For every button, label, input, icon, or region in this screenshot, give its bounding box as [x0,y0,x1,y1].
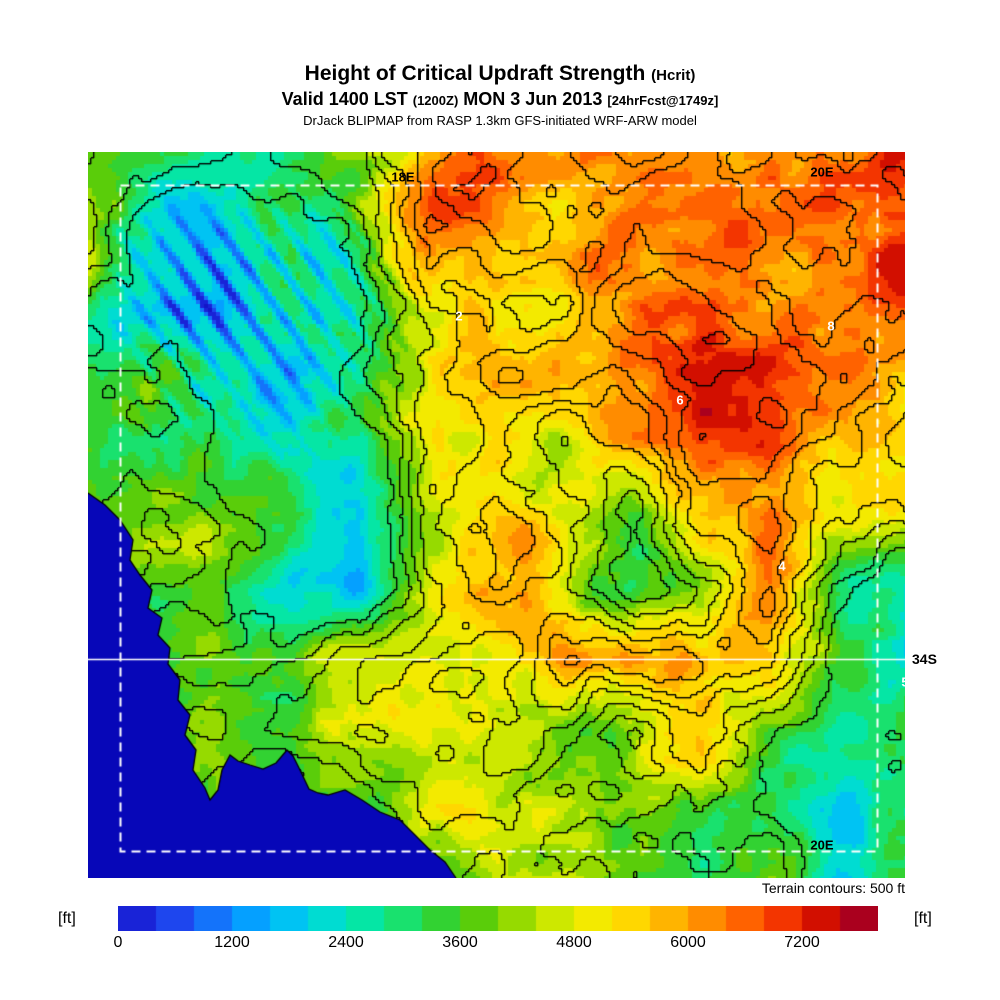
colorbar-unit-left: [ft] [58,910,76,927]
colorbar-tick: 7200 [784,934,820,951]
valid-time: Valid 1400 LST [281,89,408,109]
model-line: DrJack BLIPMAP from RASP 1.3km GFS-initi… [303,113,697,128]
colorbar-tick: 4800 [556,934,592,951]
colorbar-ticks: 0 1200 2400 3600 4800 6000 7200 [114,934,878,952]
page-title-abbrev: (Hcrit) [651,67,696,84]
header: Height of Critical Updraft Strength (Hcr… [0,62,1000,129]
terrain-contours-note: Terrain contours: 500 ft [761,880,905,896]
forecast-tag: [24hrFcst@1749z] [607,93,719,108]
page-title: Height of Critical Updraft Strength [304,62,646,85]
colorbar-unit-right: [ft] [914,910,932,927]
colorbar-tick: 6000 [670,934,706,951]
valid-zulu: (1200Z) [412,93,459,108]
colorbar-tick: 1200 [214,934,250,951]
colorbar-gradient [118,906,878,931]
colorbar-tick: 0 [113,934,123,951]
map-area: 18E 20E 20E 2 8 6 4 5 [88,152,909,878]
title-line: Height of Critical Updraft Strength (Hcr… [0,62,1000,88]
colorbar-tick: 3600 [442,934,478,951]
valid-date: MON 3 Jun 2013 [463,89,603,109]
latitude-label-34s: 34S [912,651,937,667]
colorbar-tick: 2400 [328,934,364,951]
forecast-map [88,152,905,878]
valid-line: Valid 1400 LST (1200Z) MON 3 Jun 2013 [2… [0,88,1000,112]
